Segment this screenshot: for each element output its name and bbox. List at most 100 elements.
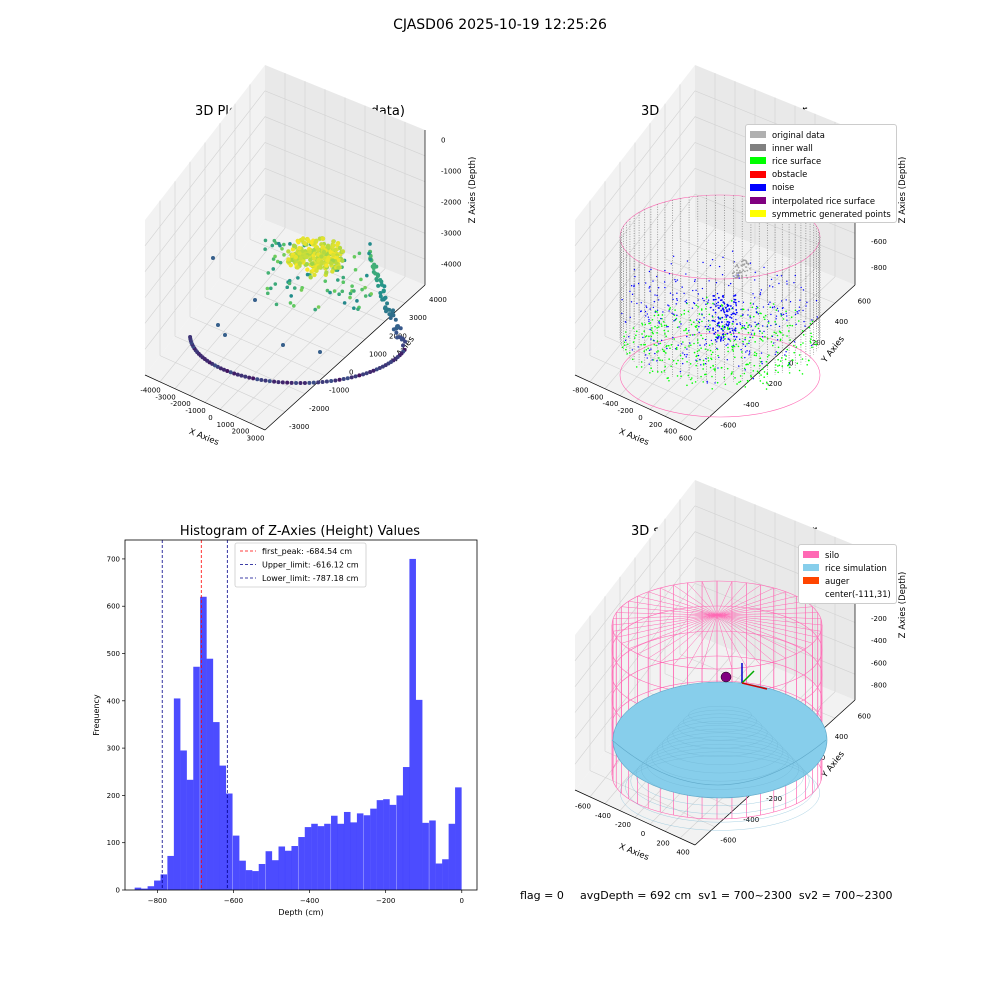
classify-noise-point [773, 342, 775, 344]
classify-rice-surface-point [657, 314, 660, 316]
raw-data-point [316, 257, 321, 263]
classify-noise-point [664, 286, 666, 289]
classify-noise-point [786, 283, 788, 285]
classify-noise-point [726, 314, 729, 317]
classify-rice-surface-point [801, 330, 804, 332]
classify-y-tick-label: -600 [720, 422, 736, 430]
raw-data-point [394, 330, 399, 335]
classify-noise-point [785, 312, 787, 314]
classify-noise-point [800, 286, 802, 289]
classify-noise-point [731, 250, 734, 252]
classify-rice-surface-point [665, 324, 668, 327]
classify-rice-surface-point [745, 322, 748, 324]
classify-rice-surface-point [759, 357, 762, 359]
classify-rice-surface-point [696, 339, 699, 341]
classify-rice-surface-point [774, 320, 776, 323]
classify-rice-surface-point [712, 365, 714, 367]
histogram-bar [356, 813, 364, 890]
classify-rice-surface-point [746, 342, 748, 345]
classify-rice-surface-point [700, 347, 702, 349]
histogram-bar [370, 808, 377, 890]
simulation-silo-roof-wire [716, 591, 786, 616]
raw-data-point [324, 270, 329, 275]
classify-rice-surface-point [656, 370, 659, 373]
simulation-silo-roof-wire [616, 612, 718, 616]
classify-rice-surface-point [653, 343, 656, 346]
classify-noise-point [708, 331, 711, 333]
classify-noise-point [728, 308, 731, 311]
classify-rice-surface-point [716, 334, 719, 336]
classify-grid-line [634, 297, 776, 358]
classify-noise-point [743, 325, 746, 327]
classify-noise-point [729, 305, 732, 307]
classify-noise-point [742, 301, 745, 304]
histogram-bar [298, 837, 305, 890]
classify-rice-surface-point [664, 365, 667, 368]
classify-original-data-point [736, 272, 738, 274]
classify-rice-surface-point [712, 302, 714, 305]
classify-rice-surface-point [778, 364, 781, 367]
classify-rice-surface-point [662, 320, 665, 323]
classify-rice-surface-point [709, 366, 712, 369]
classify-noise-point [794, 274, 796, 277]
classify-noise-point [761, 360, 763, 363]
classify-noise-point [660, 339, 663, 342]
classify-rice-surface-point [660, 325, 663, 327]
classify-noise-point [757, 322, 760, 325]
raw-data-point [329, 379, 334, 384]
classify-rice-surface-point [755, 354, 757, 357]
classify-rice-surface-point [688, 345, 690, 347]
classify-noise-point [735, 304, 737, 307]
raw-data-point [288, 242, 292, 246]
raw-data-point [297, 246, 302, 251]
classify-noise-point [781, 314, 783, 316]
classify-noise-point [704, 344, 706, 346]
classify-legend-entry: symmetric generated points [750, 207, 891, 220]
classify-original-data-point [738, 270, 741, 272]
classify-noise-point [788, 363, 791, 365]
classify-rice-surface-point [727, 328, 729, 330]
raw-y-tick-label: 4000 [429, 296, 447, 304]
classify-noise-point [749, 262, 752, 264]
simulation-silo-ring [611, 580, 823, 670]
classify-rice-surface-point [677, 359, 679, 362]
classify-noise-point [712, 295, 715, 297]
raw-data-point [223, 333, 227, 337]
raw-y-tick-label: 3000 [409, 314, 427, 322]
classify-rice-surface-point [650, 329, 653, 331]
raw-data-point [282, 242, 286, 247]
classify-x-axis-label: X Axies [617, 427, 650, 448]
classify-rice-surface-point [690, 344, 692, 347]
raw-data-point [285, 380, 290, 385]
classify-noise-point [768, 285, 771, 287]
classify-rice-surface-point [661, 314, 664, 316]
classify-rice-surface-point [788, 361, 790, 364]
histogram-bar [455, 787, 462, 890]
classify-rice-surface-point [697, 341, 699, 344]
simulation-legend-swatch [803, 577, 819, 585]
classify-noise-point [675, 280, 677, 283]
classify-noise-point [769, 301, 771, 303]
classify-rice-surface-point [696, 350, 699, 353]
classify-rice-surface-point [762, 382, 764, 385]
histogram-title: Histogram of Z-Axies (Height) Values [179, 524, 421, 539]
classify-noise-point [717, 301, 720, 304]
classify-noise-point [668, 310, 670, 312]
simulation-legend-entry: auger [803, 574, 891, 587]
classify-rice-surface-point [643, 343, 645, 346]
classify-noise-point [699, 358, 701, 361]
classify-rice-surface-point [741, 308, 744, 311]
classify-rice-surface-point [702, 363, 705, 366]
simulation-rice-mesh-line [667, 721, 773, 757]
classify-noise-point [799, 299, 801, 301]
classify-rice-surface-point [680, 375, 682, 378]
classify-y-tick-label: 600 [858, 297, 871, 305]
classify-noise-point [695, 359, 697, 361]
classify-rice-surface-point [667, 344, 670, 347]
raw-data-point [383, 305, 388, 310]
raw-data-point [270, 243, 275, 248]
raw-data-point [356, 307, 360, 311]
classify-rice-surface-point [766, 337, 769, 340]
classify-rice-surface-point [640, 366, 643, 368]
raw-data-point [251, 376, 256, 381]
